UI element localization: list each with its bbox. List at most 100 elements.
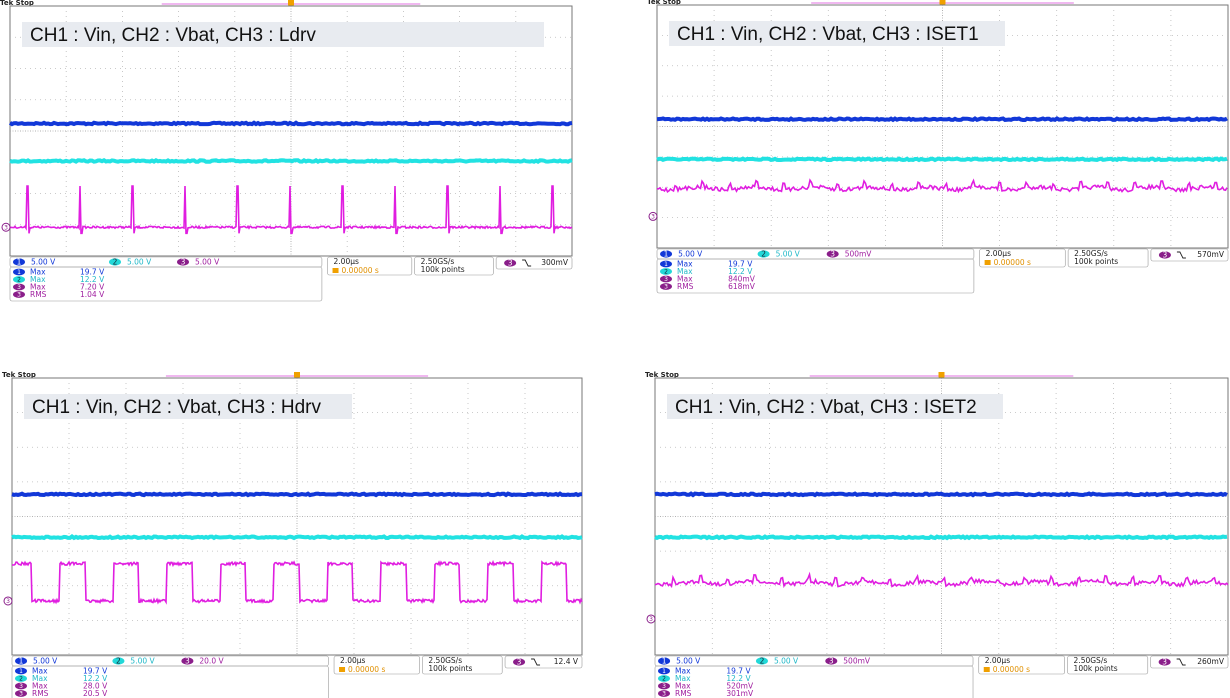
measurement-label: Max: [32, 674, 48, 683]
channel-badge: [826, 250, 839, 258]
ch3-ground-label: 3: [649, 616, 653, 623]
measurement-value: 301mV: [726, 689, 754, 698]
timebase: 2.00µs: [985, 656, 1010, 665]
channel-badge: [181, 657, 194, 665]
measurement-badge: [15, 690, 27, 697]
channel-scale: 500mV: [843, 657, 871, 666]
channel-badge: [825, 657, 838, 665]
timebase-box: [978, 655, 1065, 675]
channel-badge: [13, 258, 25, 266]
ch3-ground-marker: [646, 614, 656, 624]
measurement-value: 12.2 V: [80, 275, 105, 284]
scope-status: Tek Stop: [0, 0, 34, 7]
measurement-channel: 3: [17, 292, 21, 299]
trigger-level: 12.4 V: [554, 657, 579, 666]
channel-scale: 5.00 V: [676, 657, 701, 666]
measurement-box: [656, 258, 975, 294]
scope-status: Tek Stop: [647, 0, 681, 6]
trigger-position-icon: [983, 667, 990, 672]
measurement-badge: [658, 682, 670, 690]
sample-rate: 2.50GS/s: [1074, 656, 1108, 665]
channel-badge: [660, 250, 673, 258]
measurement-label: Max: [32, 682, 48, 691]
ch1-trace: [656, 116, 1228, 123]
channel-badge-label: 1: [664, 250, 669, 259]
ch2-trace: [9, 157, 573, 165]
measurement-badge: [660, 275, 672, 283]
measurement-channel: 1: [17, 269, 21, 276]
channel-scale: 5.00 V: [774, 657, 799, 666]
measurement-value: 840mV: [728, 275, 756, 284]
trigger-source-badge: [513, 658, 526, 666]
measurement-badge: [660, 260, 672, 268]
channel-scale: 5.00 V: [130, 657, 155, 666]
measurement-badge: [13, 276, 25, 283]
measurement-badge: [15, 682, 27, 690]
measurement-badge: [658, 667, 670, 675]
trigger-slope-icon: [1176, 251, 1186, 259]
ch3-ground-label: 3: [4, 224, 8, 231]
ch2-trace: [11, 534, 583, 541]
measurement-value: 12.2 V: [728, 267, 753, 276]
measurement-label: RMS: [677, 282, 694, 291]
measurement-value: 19.7 V: [83, 667, 108, 676]
channel-badge: [112, 657, 125, 665]
measurement-value: 20.5 V: [83, 689, 108, 698]
measurement-value: 28.0 V: [83, 682, 108, 691]
trigger-source-badge: [1158, 658, 1171, 666]
channel-box: [654, 655, 974, 667]
scope-status: Tek Stop: [2, 371, 36, 379]
measurement-value: 1.04 V: [80, 290, 105, 299]
channel-badge: [15, 657, 28, 665]
ch3-trace: [657, 178, 1228, 194]
channel-scale: 5.00 V: [127, 258, 152, 267]
scope-panel: Tek Stop CH1 : Vin, CH2 : Vbat, CH3 : ISE…: [645, 371, 1229, 698]
measurement-label: Max: [675, 674, 691, 683]
acquisition-box: [414, 256, 494, 276]
measurement-label: Max: [677, 260, 693, 269]
timebase-box: [333, 655, 420, 675]
measurement-label: Max: [30, 275, 46, 284]
measurement-channel: 1: [664, 261, 668, 268]
trigger-position-icon: [332, 268, 339, 273]
channel-badge-label: 2: [761, 250, 766, 259]
measurement-box: [11, 665, 329, 698]
measurement-badge: [660, 268, 672, 275]
trigger-box: [1150, 655, 1229, 669]
measurement-channel: 3: [17, 284, 21, 291]
ch1-trace: [8, 120, 573, 127]
measurement-value: 12.2 V: [726, 674, 751, 683]
channel-scale: 500mV: [845, 250, 873, 259]
measurement-value: 19.7 V: [80, 268, 105, 277]
channel-badge: [755, 657, 768, 665]
timebase-box: [327, 256, 413, 276]
measurement-badge: [15, 675, 27, 682]
ch3-ground-label: 3: [651, 213, 655, 220]
measurement-value: 618mV: [728, 282, 756, 291]
trigger-position: 0.00000 s: [348, 665, 385, 674]
trigger-source-label: 3: [508, 259, 513, 268]
channel-scale: 5.00 V: [31, 258, 56, 267]
measurement-channel: 3: [19, 683, 23, 690]
measurement-badge: [658, 690, 670, 697]
measurement-channel: 1: [19, 668, 23, 675]
measurement-channel: 2: [664, 269, 668, 276]
channel-badge-label: 1: [17, 258, 22, 267]
timebase-box: [979, 248, 1066, 268]
acquisition-box: [422, 655, 503, 675]
measurement-channel: 1: [662, 668, 666, 675]
measurement-label: RMS: [30, 290, 47, 299]
measurement-value: 7.20 V: [80, 283, 105, 292]
scope-panel: Tek Stop CH1 : Vin, CH2 : Vbat, CH3 : Hdr…: [2, 371, 583, 698]
channel-scale: 5.00 V: [678, 250, 703, 259]
measurement-channel: 3: [664, 276, 668, 283]
channel-badge-label: 2: [760, 657, 765, 666]
trigger-slope-icon: [531, 658, 541, 666]
measurement-channel: 2: [17, 277, 21, 284]
record-length: 100k points: [428, 664, 472, 673]
channel-badge: [658, 657, 671, 665]
measurement-label: Max: [677, 275, 693, 284]
ch2-trace: [654, 534, 1228, 541]
trigger-level: 570mV: [1197, 250, 1225, 259]
